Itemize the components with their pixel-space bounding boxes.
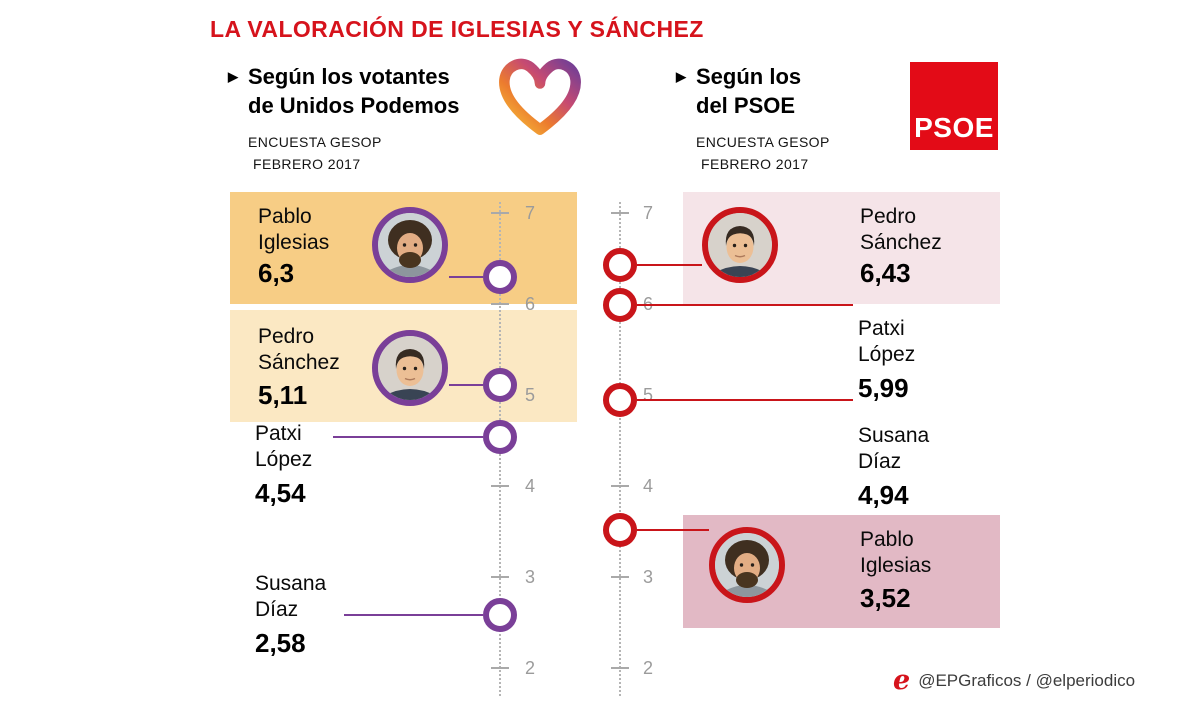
- connector-line: [637, 303, 853, 306]
- politician-name: Susana Díaz: [255, 571, 326, 623]
- rating-value: 6,43: [860, 258, 911, 288]
- first-name: Pedro: [860, 205, 917, 228]
- first-name: Pedro: [258, 325, 315, 348]
- axis-tick-label: 5: [643, 385, 654, 405]
- politician-name: Pedro Sánchez: [258, 324, 340, 376]
- first-name: Susana: [255, 572, 327, 595]
- credit-handles: @EPGraficos / @elperiodico: [918, 670, 1136, 690]
- politician-name: Patxi López: [858, 316, 915, 368]
- politician-name: Pablo Iglesias: [258, 204, 329, 256]
- politician-name: Patxi López: [255, 421, 312, 473]
- axis-tick-label: 4: [525, 476, 536, 496]
- last-name: Sánchez: [860, 231, 942, 254]
- psoe-logo: PSOE: [910, 62, 998, 150]
- axis-tick-label: 6: [643, 294, 654, 314]
- page-title: LA VALORACIÓN DE IGLESIAS Y SÁNCHEZ: [210, 16, 704, 42]
- pablo-iglesias-photo: [709, 527, 785, 603]
- connector-line: [344, 614, 483, 617]
- last-name: Díaz: [858, 450, 902, 473]
- axis-tick-label: 2: [525, 658, 536, 678]
- pedro-sanchez-photo: [372, 330, 448, 406]
- last-name: Iglesias: [258, 231, 330, 254]
- first-name: Susana: [858, 424, 930, 447]
- left-heading-line1-row: ▶ Según los votantes: [228, 62, 459, 91]
- row-podemos-patxi-lopez: Patxi López 4,54: [255, 421, 312, 509]
- unidos-podemos-heart-logo: [499, 58, 581, 135]
- rating-value: 4,54: [255, 478, 306, 508]
- politician-name: Pedro Sánchez: [860, 204, 942, 256]
- last-name: Sánchez: [258, 351, 340, 374]
- rating-value: 6,3: [258, 258, 295, 288]
- row-psoe-patxi-lopez: Patxi López 5,99: [858, 316, 915, 404]
- axis-tick-label: 7: [643, 203, 654, 223]
- rating-value: 3,52: [860, 583, 911, 613]
- first-name: Pablo: [258, 205, 312, 228]
- axis-tick-label: 3: [643, 567, 654, 587]
- pedro-sanchez-avatar-icon: [708, 213, 772, 277]
- rating-value: 2,58: [255, 628, 306, 658]
- row-psoe-pablo-iglesias: Pablo Iglesias 3,52: [683, 515, 1000, 628]
- row-podemos-susana-diaz: Susana Díaz 2,58: [255, 571, 326, 659]
- psoe-logo-text: PSOE: [914, 112, 994, 143]
- first-name: Patxi: [858, 317, 905, 340]
- pablo-iglesias-avatar-icon: [715, 533, 779, 597]
- rating-value: 5,99: [858, 373, 909, 403]
- connector-line: [637, 399, 853, 402]
- last-name: Díaz: [255, 598, 299, 621]
- left-source: ENCUESTA GESOP FEBRERO 2017: [248, 131, 382, 175]
- axis-left: [499, 202, 501, 696]
- pedro-sanchez-avatar-icon: [378, 336, 442, 400]
- left-heading-line1: Según los votantes: [248, 64, 450, 89]
- right-heading-line1: Según los: [696, 64, 802, 89]
- row-podemos-pedro-sanchez: Pedro Sánchez 5,11: [230, 310, 577, 422]
- row-podemos-pablo-iglesias: Pablo Iglesias 6,3: [230, 192, 577, 304]
- bullet-arrow-icon: ▶: [228, 69, 238, 84]
- left-panel-heading: ▶ Según los votantes de Unidos Podemos: [228, 62, 459, 120]
- first-name: Patxi: [255, 422, 302, 445]
- connector-line: [333, 435, 483, 438]
- bullet-arrow-icon: ▶: [676, 69, 686, 84]
- right-source-line1: ENCUESTA GESOP: [696, 134, 830, 150]
- row-psoe-pedro-sanchez: Pedro Sánchez 6,43: [683, 192, 1000, 304]
- politician-name: Pablo Iglesias: [860, 527, 931, 579]
- right-panel-heading: ▶ Según los del PSOE: [676, 62, 801, 120]
- right-source-line2: FEBRERO 2017: [701, 156, 809, 172]
- first-name: Pablo: [860, 528, 914, 551]
- last-name: Iglesias: [860, 554, 932, 577]
- axis-tick-label: 3: [525, 567, 536, 587]
- row-psoe-susana-diaz: Susana Díaz 4,94: [858, 423, 929, 511]
- politician-name: Susana Díaz: [858, 423, 929, 475]
- rating-value: 4,94: [858, 480, 909, 510]
- left-heading-line2: de Unidos Podemos: [248, 93, 460, 118]
- pedro-sanchez-photo: [702, 207, 778, 283]
- axis-right: [619, 202, 621, 696]
- right-source: ENCUESTA GESOP FEBRERO 2017: [696, 131, 830, 175]
- credit-line: e @EPGraficos / @elperiodico: [893, 667, 1135, 694]
- last-name: López: [255, 448, 313, 471]
- rating-value: 5,11: [258, 380, 308, 410]
- pablo-iglesias-avatar-icon: [378, 213, 442, 277]
- pablo-iglesias-photo: [372, 207, 448, 283]
- right-heading-line2: del PSOE: [696, 93, 796, 118]
- last-name: López: [858, 343, 916, 366]
- left-source-line2: FEBRERO 2017: [253, 156, 361, 172]
- elperiodico-logo: e: [893, 665, 911, 696]
- axis-tick-label: 4: [643, 476, 654, 496]
- right-heading-line1-row: ▶ Según los: [676, 62, 801, 91]
- left-source-line1: ENCUESTA GESOP: [248, 134, 382, 150]
- axis-tick-label: 2: [643, 658, 654, 678]
